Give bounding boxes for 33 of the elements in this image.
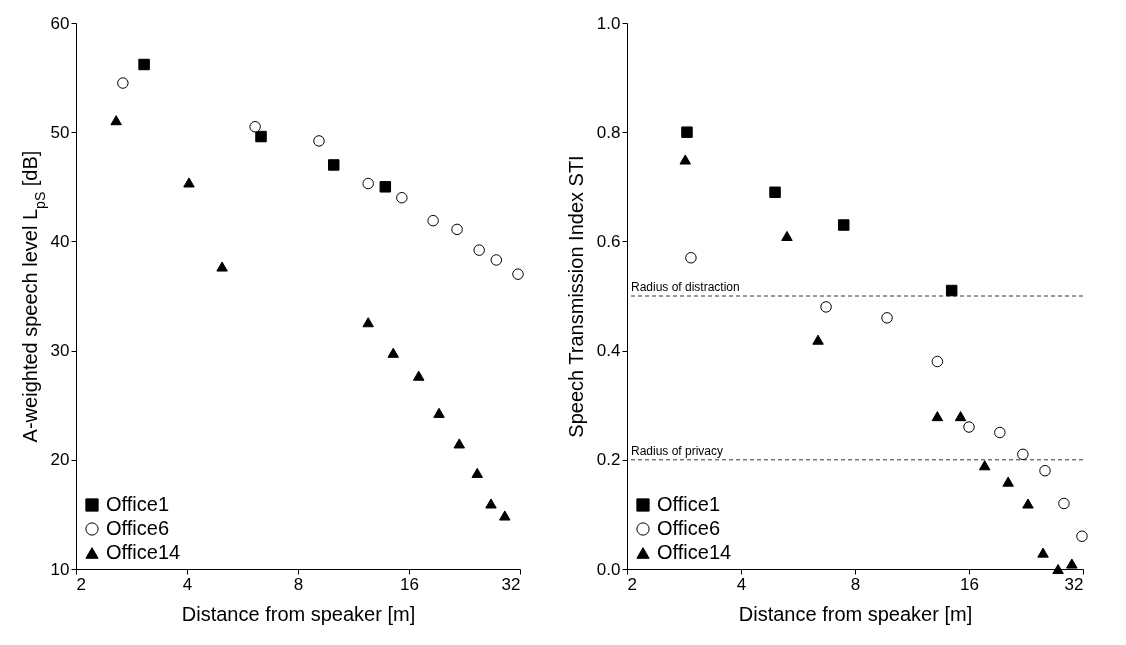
legend-label: Office6 — [657, 517, 720, 539]
y-tick-label: 1.0 — [596, 13, 621, 33]
legend-label: Office14 — [106, 541, 181, 563]
y-tick-label: 0.4 — [596, 341, 621, 361]
y-tick-label: 10 — [50, 559, 70, 579]
y-axis-title: Speech Transmission Index STI — [564, 155, 587, 438]
y-tick-label: 0.8 — [596, 122, 621, 142]
x-tick-label: 8 — [850, 574, 861, 594]
x-tick-label: 32 — [1064, 574, 1084, 594]
legend-label: Office1 — [657, 493, 720, 515]
x-tick-label: 4 — [736, 574, 747, 594]
y-tick-label: 50 — [50, 122, 70, 142]
legend-label: Office1 — [106, 493, 169, 515]
x-tick-label: 4 — [182, 574, 193, 594]
ref-line-label: Radius of distraction — [631, 280, 740, 294]
x-tick-label: 16 — [960, 574, 979, 594]
x-tick-label: 16 — [400, 574, 419, 594]
x-tick-label: 32 — [501, 574, 521, 594]
y-tick-label: 0.6 — [596, 231, 621, 251]
y-tick-label: 0.0 — [596, 559, 621, 579]
y-tick-label: 20 — [50, 450, 70, 470]
x-axis-title: Distance from speaker [m] — [181, 602, 416, 625]
x-axis-title: Distance from speaker [m] — [738, 602, 973, 625]
legend-label: Office6 — [106, 517, 169, 539]
x-tick-label: 8 — [293, 574, 304, 594]
x-tick-label: 2 — [76, 574, 86, 594]
y-tick-label: 40 — [50, 231, 70, 251]
y-tick-label: 0.2 — [596, 450, 621, 470]
ref-line-label: Radius of privacy — [631, 443, 724, 458]
y-tick-label: 30 — [50, 341, 70, 361]
x-tick-label: 2 — [627, 574, 637, 594]
y-tick-label: 60 — [50, 13, 70, 33]
legend-label: Office14 — [657, 541, 732, 563]
